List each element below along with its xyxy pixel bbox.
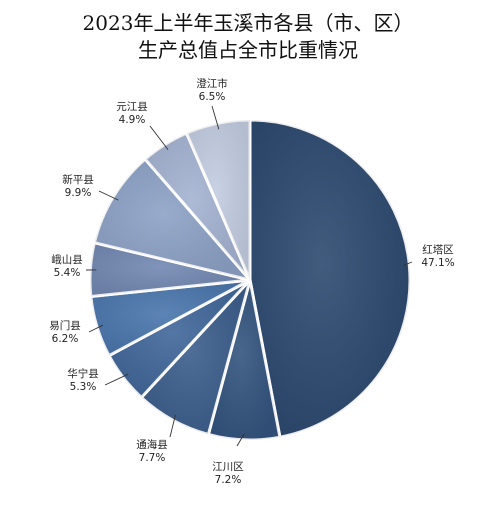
slice-label-value-1: 47.1% xyxy=(421,257,454,269)
slice-label-value-7: 9.9% xyxy=(65,187,92,199)
slice-label-name-3: 通海县 xyxy=(136,438,168,451)
chart-title: 2023年上半年玉溪市各县（市、区） xyxy=(82,11,414,35)
slice-label-name-6: 峨山县 xyxy=(51,254,83,266)
pie-slice-shading-6 xyxy=(90,242,250,297)
pie-slice-shading-8 xyxy=(145,133,250,280)
pie-slice-shading-9 xyxy=(186,120,250,280)
pie-slice-shading-1 xyxy=(250,120,411,438)
leader-line-2 xyxy=(236,433,245,447)
pie-slice-shading-2 xyxy=(208,280,280,440)
pie-slice-shading-4 xyxy=(109,280,250,398)
chart-title-block: 2023年上半年玉溪市各县（市、区） 生产总值占全市比重情况 xyxy=(0,10,496,64)
slice-label-name-1: 红塔区 xyxy=(422,243,454,256)
slice-label-value-4: 5.3% xyxy=(70,381,97,393)
leader-line-8 xyxy=(149,125,169,150)
slice-label-value-9: 6.5% xyxy=(199,91,226,103)
leader-line-5 xyxy=(88,324,103,333)
leader-line-7 xyxy=(98,190,119,201)
leader-line-1 xyxy=(403,261,413,266)
leader-line-4 xyxy=(104,373,129,386)
slice-label-name-2: 江川区 xyxy=(212,461,244,473)
slice-label-name-5: 易门县 xyxy=(49,319,81,332)
slice-label-value-2: 7.2% xyxy=(215,474,242,486)
pie-slice-shading-5 xyxy=(90,280,250,356)
leader-line-9 xyxy=(211,105,220,130)
chart-subtitle: 生产总值占全市比重情况 xyxy=(138,38,358,62)
pie-slice-shading-3 xyxy=(141,280,250,435)
slice-label-name-7: 新平县 xyxy=(62,173,94,186)
slice-label-name-8: 元江县 xyxy=(116,101,148,113)
pie-slice-shading-7 xyxy=(94,159,251,280)
slice-label-name-4: 华宁县 xyxy=(67,367,99,380)
slice-label-name-9: 澄江市 xyxy=(196,77,228,90)
slice-label-value-6: 5.4% xyxy=(54,267,81,279)
leader-line-3 xyxy=(169,414,176,438)
slice-label-value-3: 7.7% xyxy=(139,452,166,464)
slice-label-value-8: 4.9% xyxy=(119,114,146,126)
slice-label-value-5: 6.2% xyxy=(52,333,79,345)
